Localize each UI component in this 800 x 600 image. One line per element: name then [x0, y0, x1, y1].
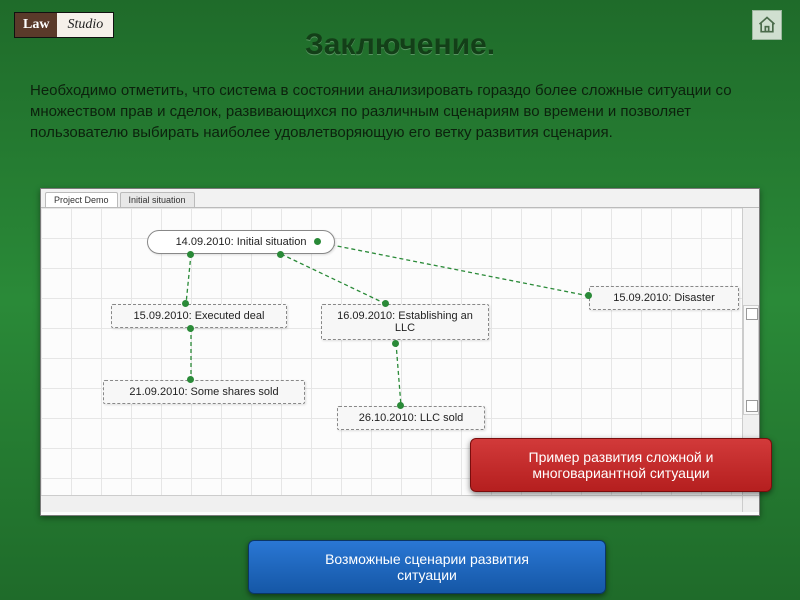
page-title: Заключение. [0, 28, 800, 62]
horizontal-scrollbar[interactable] [41, 495, 743, 512]
callout-line2: многовариантной ситуации [532, 465, 709, 481]
tabbar: Project Demo Initial situation [41, 189, 759, 208]
slide: Law Studio Заключение. Необходимо отмети… [0, 0, 800, 600]
node-label: 16.09.2010: Establishing an LLC [337, 310, 473, 334]
callout-line2: ситуации [397, 567, 457, 583]
node-label: 14.09.2010: Initial situation [176, 236, 307, 248]
callout-example: Пример развития сложной и многовариантно… [470, 438, 772, 492]
node-disaster[interactable]: 15.09.2010: Disaster [589, 286, 739, 310]
callout-line1: Пример развития сложной и [529, 449, 714, 465]
node-label: 21.09.2010: Some shares sold [129, 386, 278, 398]
node-label: 15.09.2010: Disaster [613, 292, 715, 304]
node-shares[interactable]: 21.09.2010: Some shares sold [103, 380, 305, 404]
tab-initial-situation[interactable]: Initial situation [120, 192, 195, 207]
callout-scenarios: Возможные сценарии развития ситуации [248, 540, 606, 594]
node-label: 26.10.2010: LLC sold [359, 412, 464, 424]
node-label: 15.09.2010: Executed deal [134, 310, 265, 322]
callout-line1: Возможные сценарии развития [325, 551, 529, 567]
scrollbar-corner [742, 495, 759, 512]
zoom-slider[interactable] [743, 305, 759, 415]
node-llc[interactable]: 16.09.2010: Establishing an LLC [321, 304, 489, 340]
body-paragraph: Необходимо отметить, что система в состо… [30, 80, 770, 143]
node-root[interactable]: 14.09.2010: Initial situation [147, 230, 335, 254]
tab-project-demo[interactable]: Project Demo [45, 192, 118, 207]
node-deal[interactable]: 15.09.2010: Executed deal [111, 304, 287, 328]
node-llc-sold[interactable]: 26.10.2010: LLC sold [337, 406, 485, 430]
